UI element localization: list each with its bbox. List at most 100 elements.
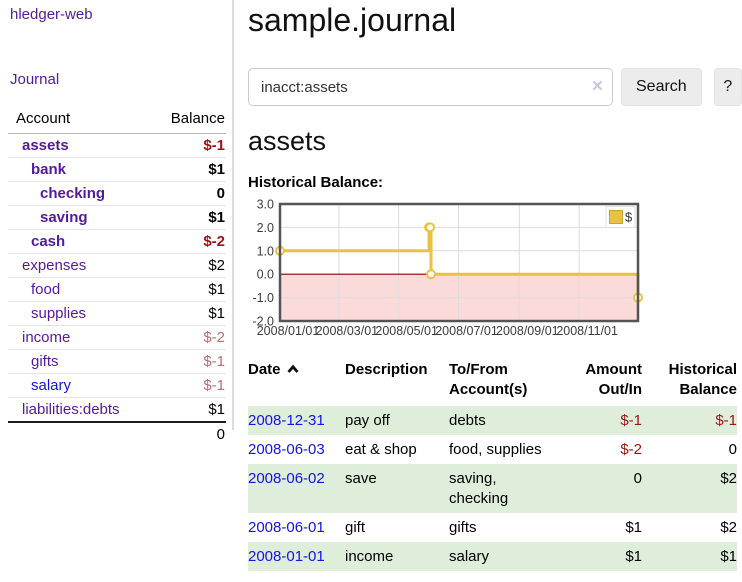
sidebar-account-link[interactable]: income	[22, 329, 71, 346]
register-amount: 0	[633, 470, 642, 487]
account-name-cell: salary	[8, 373, 154, 398]
account-name-cell: cash	[8, 229, 154, 254]
register-date-cell: 2008-06-01	[248, 513, 345, 542]
app-title-link[interactable]: hledger-web	[10, 6, 93, 23]
chart-legend-label: $	[625, 210, 633, 225]
account-balance: $-1	[153, 373, 226, 398]
account-name-cell: checking	[8, 181, 154, 206]
accounts-table: Account Balance assets $-1 bank $1 checking 0…	[8, 108, 226, 446]
clear-search-icon[interactable]: ×	[591, 76, 603, 97]
register-accounts: debts	[449, 412, 486, 429]
account-row: expenses $2	[8, 253, 226, 278]
chart-data-point[interactable]	[425, 222, 436, 233]
register-description: eat & shop	[345, 441, 417, 458]
register-amount: $-1	[620, 412, 642, 429]
account-balance: $1	[153, 205, 226, 230]
nav-journal-link[interactable]: Journal	[10, 71, 60, 88]
register-date-cell: 2008-12-31	[248, 406, 345, 435]
search-input-wrap: ×	[248, 68, 613, 106]
register-date-link[interactable]: 2008-01-01	[248, 548, 325, 565]
account-name-cell: food	[8, 277, 154, 302]
account-balance: $1	[153, 157, 226, 182]
account-row: gifts $-1	[8, 349, 226, 374]
chart-x-tick-label: 2008/03/01	[316, 324, 379, 338]
account-row: assets $-1	[8, 134, 226, 158]
sidebar-account-link[interactable]: salary	[31, 377, 72, 394]
chart-y-tick-label: 3.0	[257, 198, 274, 212]
account-name-cell: income	[8, 325, 154, 350]
sidebar-divider	[232, 0, 234, 430]
accounts-total-value: 0	[153, 421, 226, 446]
chart-x-tick-label: 2008/11/01	[556, 324, 618, 338]
register-accounts: gifts	[449, 519, 477, 536]
register-balance: $1	[720, 548, 737, 565]
search-input[interactable]	[248, 68, 613, 106]
register-accounts: food, supplies	[449, 441, 542, 458]
register-date-cell: 2008-01-01	[248, 542, 345, 571]
account-row: liabilities:debts $1	[8, 397, 226, 422]
account-name-cell: saving	[8, 205, 154, 230]
register-header-balance: Historical Balance	[668, 361, 737, 398]
sidebar-account-link[interactable]: saving	[40, 209, 88, 226]
sidebar-account-link[interactable]: bank	[31, 161, 67, 178]
register-row: 2008-06-01 gift gifts $1 $2	[248, 513, 737, 542]
register-date-cell: 2008-06-03	[248, 435, 345, 464]
account-balance: $-2	[153, 229, 226, 254]
register-row: 2008-06-03 eat & shop food, supplies $-2 0	[248, 435, 737, 464]
account-name-cell: supplies	[8, 301, 154, 326]
register-date-link[interactable]: 2008-06-03	[248, 441, 325, 458]
register-balance: $2	[720, 470, 737, 487]
register-amount: $-2	[620, 441, 642, 458]
chart-y-tick-label: 1.0	[257, 244, 274, 258]
register-description: pay off	[345, 412, 390, 429]
sidebar-account-link[interactable]: expenses	[22, 257, 87, 274]
accounts-total-spacer	[8, 421, 154, 446]
register-date-cell: 2008-06-02	[248, 464, 345, 513]
account-balance: $-1	[153, 349, 226, 374]
sidebar-account-link[interactable]: assets	[22, 137, 69, 154]
register-description: gift	[345, 519, 366, 536]
main-content: sample.journal × Search ? assets Histori…	[248, 0, 742, 571]
account-balance: 0	[153, 181, 226, 206]
accounts-header-row: Account Balance	[8, 108, 226, 134]
historical-balance-chart: $3.0 2.0 1.0 0.0 -1.0 -2.02008/01/012008/03/0…	[252, 198, 643, 338]
register-amount: $1	[625, 548, 642, 565]
register-row: 2008-01-01 income salary $1 $1	[248, 542, 737, 571]
account-row: checking 0	[8, 181, 226, 206]
sidebar-account-link[interactable]: food	[31, 281, 61, 298]
chart-data-point[interactable]	[426, 269, 436, 280]
register-row: 2008-12-31 pay off debts $-1 $-1	[248, 406, 737, 435]
register-date-link[interactable]: 2008-06-01	[248, 519, 325, 536]
account-name-cell: liabilities:debts	[8, 397, 154, 422]
register-date-link[interactable]: 2008-06-02	[248, 470, 325, 487]
chart-x-tick-label: 2008/07/01	[435, 324, 498, 338]
chart-y-tick-label: -1.0	[252, 291, 274, 305]
sidebar: hledger-web Journal Account Balance asse…	[0, 0, 233, 446]
register-balance: $2	[720, 519, 737, 536]
account-row: income $-2	[8, 325, 226, 350]
account-balance: $1	[153, 397, 226, 422]
page-title: sample.journal	[248, 2, 457, 38]
register-date-link[interactable]: 2008-12-31	[248, 412, 325, 429]
sidebar-account-link[interactable]: checking	[40, 185, 106, 202]
search-button[interactable]: Search	[621, 68, 702, 106]
accounts-total-row: 0	[8, 421, 226, 446]
chart-label: Historical Balance:	[248, 174, 384, 191]
accounts-header-balance: Balance	[153, 108, 226, 134]
sidebar-account-link[interactable]: gifts	[31, 353, 59, 370]
chart-y-tick-label: 2.0	[257, 221, 274, 235]
sidebar-account-link[interactable]: liabilities:debts	[22, 401, 120, 418]
register-description: income	[345, 548, 394, 565]
register-header-date-label: Date	[248, 361, 281, 378]
account-row: cash $-2	[8, 229, 226, 254]
register-header-date[interactable]: Date	[248, 358, 345, 406]
account-balance: $-1	[203, 137, 225, 154]
sidebar-account-link[interactable]: supplies	[31, 305, 87, 322]
chart-legend-swatch	[609, 210, 623, 224]
account-row: food $1	[8, 277, 226, 302]
help-button[interactable]: ?	[713, 68, 742, 106]
sidebar-account-link[interactable]: cash	[31, 233, 66, 250]
register-balance: $-1	[715, 412, 737, 429]
sort-ascending-icon[interactable]	[286, 364, 300, 374]
search-form: × Search ?	[248, 68, 742, 106]
